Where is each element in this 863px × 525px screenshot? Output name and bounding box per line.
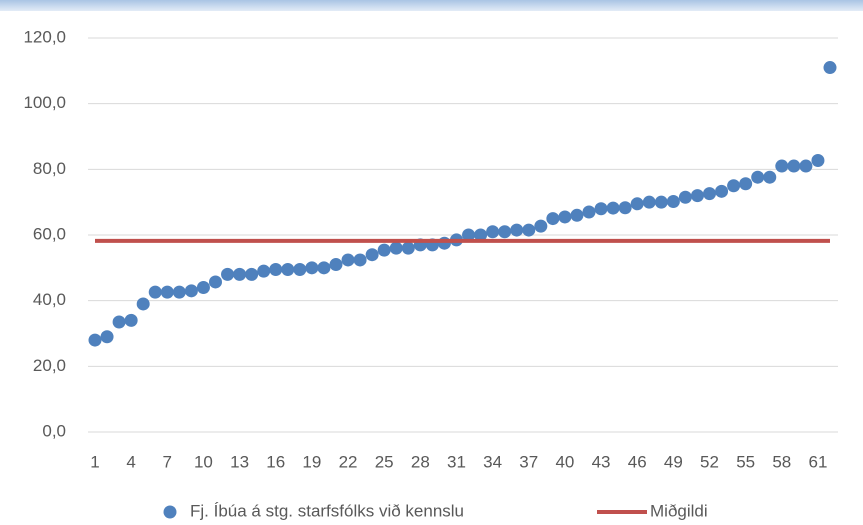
x-tick-label: 19: [302, 452, 321, 471]
x-tick-label: 37: [519, 452, 538, 471]
point: [763, 170, 777, 184]
point: [715, 184, 729, 198]
x-tick-label: 52: [700, 452, 719, 471]
point: [642, 195, 656, 209]
point: [329, 258, 343, 272]
point: [799, 159, 813, 173]
point: [184, 284, 198, 298]
point: [678, 190, 692, 204]
y-tick-label: 100,0: [23, 93, 66, 112]
x-tick-label: 25: [375, 452, 394, 471]
point: [751, 170, 765, 184]
point: [546, 212, 560, 226]
point: [739, 177, 753, 191]
y-tick-label: 40,0: [33, 290, 66, 309]
x-tick-label: 58: [772, 452, 791, 471]
point: [124, 313, 138, 327]
x-tick-label: 31: [447, 452, 466, 471]
point: [582, 205, 596, 219]
point: [474, 228, 488, 242]
point: [498, 225, 512, 239]
point: [775, 159, 789, 173]
point: [257, 264, 271, 278]
point: [811, 153, 825, 167]
point: [389, 241, 403, 255]
x-tick-label: 10: [194, 452, 213, 471]
point: [88, 333, 102, 347]
point: [221, 267, 235, 281]
point: [233, 267, 247, 281]
point: [305, 261, 319, 275]
point: [136, 297, 150, 311]
y-tick-label: 120,0: [23, 27, 66, 46]
y-tick-label: 60,0: [33, 224, 66, 243]
point: [690, 189, 704, 203]
point: [245, 267, 259, 281]
point: [353, 253, 367, 267]
point: [437, 236, 451, 250]
point: [654, 195, 668, 209]
point: [365, 248, 379, 262]
y-tick-label: 20,0: [33, 356, 66, 375]
window-band: [0, 0, 863, 11]
point: [160, 285, 174, 299]
y-tick-label: 0,0: [42, 421, 66, 440]
point: [570, 208, 584, 222]
point: [341, 253, 355, 267]
point: [281, 262, 295, 276]
x-tick-label: 7: [163, 452, 172, 471]
x-tick-label: 46: [628, 452, 647, 471]
point: [630, 197, 644, 211]
point: [112, 315, 126, 329]
point: [727, 179, 741, 193]
point: [377, 243, 391, 257]
x-tick-label: 40: [555, 452, 574, 471]
point: [317, 261, 331, 275]
legend-marker: [163, 505, 177, 519]
point: [486, 225, 500, 239]
x-tick-label: 13: [230, 452, 249, 471]
x-tick-label: 4: [126, 452, 135, 471]
x-tick-label: 61: [808, 452, 827, 471]
point: [534, 219, 548, 233]
legend-label: Fj. Íbúa á stg. starfsfólks við kennslu: [190, 501, 464, 520]
x-tick-label: 43: [592, 452, 611, 471]
point: [787, 159, 801, 173]
point: [196, 281, 210, 295]
point: [293, 262, 307, 276]
point: [510, 223, 524, 237]
point: [594, 202, 608, 216]
point: [823, 61, 837, 75]
x-tick-label: 16: [266, 452, 285, 471]
x-tick-label: 55: [736, 452, 755, 471]
x-tick-label: 34: [483, 452, 502, 471]
x-tick-label: 49: [664, 452, 683, 471]
point: [462, 228, 476, 242]
x-tick-label: 28: [411, 452, 430, 471]
x-tick-label: 22: [339, 452, 358, 471]
point: [148, 285, 162, 299]
legend-label: Miðgildi: [650, 501, 708, 520]
point: [522, 223, 536, 237]
x-tick-label: 1: [90, 452, 99, 471]
point: [401, 241, 415, 255]
point: [269, 262, 283, 276]
y-tick-label: 80,0: [33, 159, 66, 178]
point: [618, 201, 632, 215]
point: [703, 187, 717, 201]
point: [172, 285, 186, 299]
point: [666, 195, 680, 209]
point: [606, 201, 620, 215]
point: [100, 330, 114, 344]
point: [558, 210, 572, 224]
point: [208, 275, 222, 289]
